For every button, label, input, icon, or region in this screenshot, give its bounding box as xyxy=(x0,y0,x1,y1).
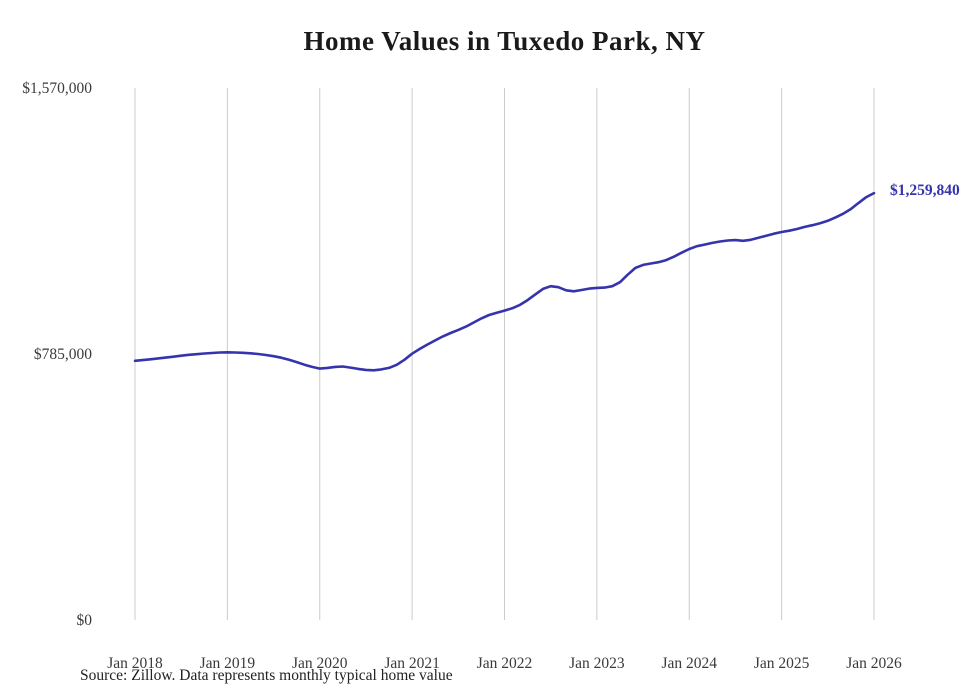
x-axis-tick-label: Jan 2024 xyxy=(661,655,717,672)
y-axis-tick-label: $0 xyxy=(77,612,93,629)
x-axis-tick-label: Jan 2025 xyxy=(754,655,810,672)
x-axis-tick-label: Jan 2023 xyxy=(569,655,625,672)
y-axis-tick-label: $1,570,000 xyxy=(22,80,92,97)
x-axis-tick-label: Jan 2018 xyxy=(107,655,163,672)
x-axis-tick-label: Jan 2020 xyxy=(292,655,348,672)
x-axis-tick-label: Jan 2021 xyxy=(384,655,440,672)
x-axis-tick-label: Jan 2022 xyxy=(477,655,533,672)
chart-title: Home Values in Tuxedo Park, NY xyxy=(303,26,706,56)
latest-value-label: $1,259,840 xyxy=(890,182,960,199)
x-axis-tick-label: Jan 2019 xyxy=(200,655,256,672)
home-value-line xyxy=(133,191,876,372)
y-axis-tick-label: $785,000 xyxy=(34,346,92,363)
x-axis-tick-label: Jan 2026 xyxy=(846,655,902,672)
source-note: Source: Zillow. Data represents monthly … xyxy=(80,667,453,684)
